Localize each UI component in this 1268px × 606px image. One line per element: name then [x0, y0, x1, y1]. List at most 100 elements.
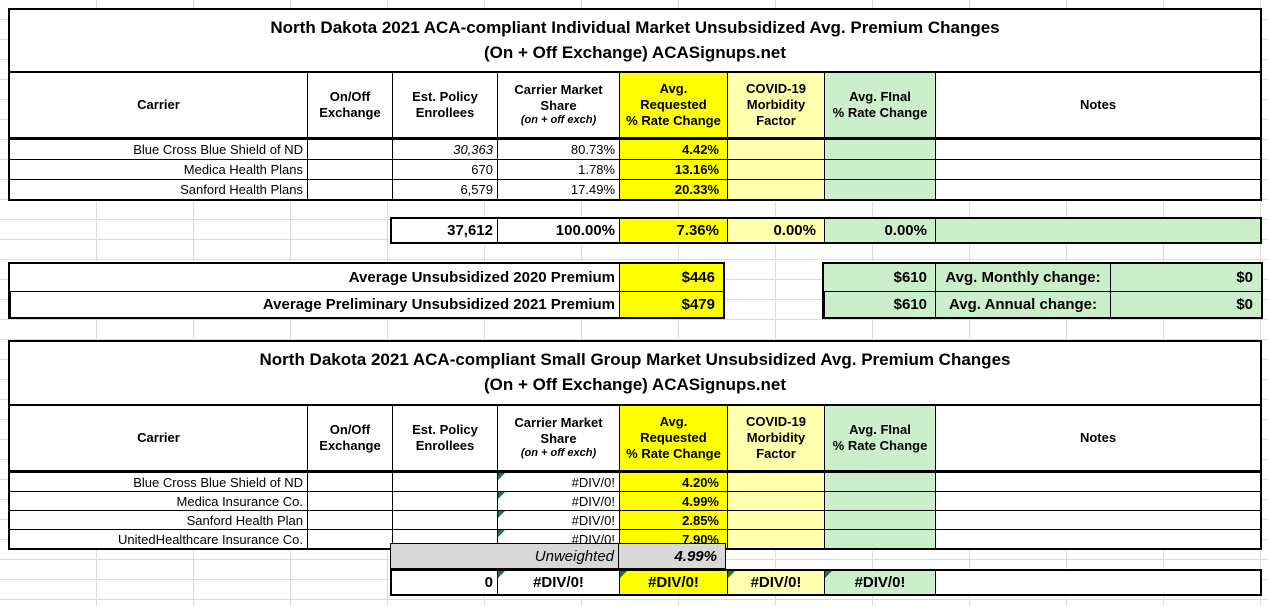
- table-row: Medica Health Plans 670 1.78% 13.16%: [10, 159, 1260, 179]
- covid-cell[interactable]: [727, 491, 824, 510]
- total-covid-cell[interactable]: #DIV/0!: [727, 571, 824, 594]
- exchange-cell[interactable]: [307, 179, 392, 199]
- header-covid[interactable]: COVID-19 Morbidity Factor: [727, 406, 824, 470]
- small-group-title-line2: (On + Off Exchange) ACASignups.net: [483, 375, 787, 394]
- premium-2020-label[interactable]: Average Unsubsidized 2020 Premium: [10, 264, 619, 291]
- header-exchange[interactable]: On/Off Exchange: [307, 73, 392, 137]
- unweighted-label-cell[interactable]: Unweighted: [391, 544, 618, 568]
- final-cell[interactable]: [824, 179, 935, 199]
- total-covid-cell[interactable]: 0.00%: [727, 219, 824, 242]
- share-cell[interactable]: 80.73%: [497, 139, 619, 159]
- carrier-cell[interactable]: Blue Cross Blue Shield of ND: [10, 139, 307, 159]
- share-cell[interactable]: #DIV/0!: [497, 472, 619, 491]
- exchange-cell[interactable]: [307, 491, 392, 510]
- final-cell[interactable]: [824, 472, 935, 491]
- small-group-header-row: Carrier On/Off Exchange Est. Policy Enro…: [10, 406, 1260, 472]
- share-cell[interactable]: #DIV/0!: [497, 510, 619, 529]
- small-group-table-title[interactable]: North Dakota 2021 ACA-compliant Small Gr…: [10, 342, 1260, 406]
- exchange-cell[interactable]: [307, 159, 392, 179]
- covid-cell[interactable]: [727, 179, 824, 199]
- carrier-cell[interactable]: Blue Cross Blue Shield of ND: [10, 472, 307, 491]
- final-cell[interactable]: [824, 491, 935, 510]
- carrier-cell[interactable]: UnitedHealthcare Insurance Co.: [10, 529, 307, 548]
- final-cell[interactable]: [824, 159, 935, 179]
- exchange-cell[interactable]: [307, 472, 392, 491]
- enrollees-cell[interactable]: 670: [392, 159, 497, 179]
- notes-cell[interactable]: [935, 159, 1260, 179]
- exchange-cell[interactable]: [307, 139, 392, 159]
- monthly-change-label[interactable]: Avg. Monthly change:: [935, 264, 1110, 291]
- share-cell[interactable]: 17.49%: [497, 179, 619, 199]
- monthly-premium-value[interactable]: $610: [824, 264, 935, 291]
- individual-table-title[interactable]: North Dakota 2021 ACA-compliant Individu…: [10, 10, 1260, 73]
- header-exchange[interactable]: On/Off Exchange: [307, 406, 392, 470]
- header-final[interactable]: Avg. FInal % Rate Change: [824, 73, 935, 137]
- premium-2020-value[interactable]: $446: [619, 264, 723, 291]
- total-share-cell[interactable]: #DIV/0!: [497, 571, 619, 594]
- requested-cell[interactable]: 20.33%: [619, 179, 727, 199]
- requested-cell[interactable]: 2.85%: [619, 510, 727, 529]
- enrollees-cell[interactable]: [392, 472, 497, 491]
- covid-cell[interactable]: [727, 139, 824, 159]
- premium-2021-value[interactable]: $479: [619, 290, 723, 317]
- annual-change-label[interactable]: Avg. Annual change:: [935, 290, 1110, 317]
- final-cell[interactable]: [824, 139, 935, 159]
- total-share-cell[interactable]: 100.00%: [497, 219, 619, 242]
- header-final[interactable]: Avg. FInal % Rate Change: [824, 406, 935, 470]
- total-requested-cell[interactable]: #DIV/0!: [619, 571, 727, 594]
- enrollees-cell[interactable]: [392, 510, 497, 529]
- total-notes-cell[interactable]: [935, 219, 1260, 242]
- annual-change-value[interactable]: $0: [1110, 290, 1261, 317]
- notes-cell[interactable]: [935, 179, 1260, 199]
- header-enrollees[interactable]: Est. Policy Enrollees: [392, 406, 497, 470]
- covid-cell[interactable]: [727, 529, 824, 548]
- total-enrollees-cell[interactable]: 37,612: [392, 219, 497, 242]
- carrier-cell[interactable]: Medica Health Plans: [10, 159, 307, 179]
- enrollees-cell[interactable]: [392, 491, 497, 510]
- notes-cell[interactable]: [935, 529, 1260, 548]
- enrollees-cell[interactable]: 6,579: [392, 179, 497, 199]
- covid-cell[interactable]: [727, 159, 824, 179]
- requested-cell[interactable]: 4.20%: [619, 472, 727, 491]
- total-final-cell[interactable]: 0.00%: [824, 219, 935, 242]
- notes-cell[interactable]: [935, 139, 1260, 159]
- notes-cell[interactable]: [935, 472, 1260, 491]
- requested-cell[interactable]: 4.99%: [619, 491, 727, 510]
- total-requested-cell[interactable]: 7.36%: [619, 219, 727, 242]
- header-market-share[interactable]: Carrier Market Share (on + off exch): [497, 406, 619, 470]
- header-market-share[interactable]: Carrier Market Share (on + off exch): [497, 73, 619, 137]
- exchange-cell[interactable]: [307, 510, 392, 529]
- notes-cell[interactable]: [935, 491, 1260, 510]
- header-notes[interactable]: Notes: [935, 406, 1260, 470]
- error-flag-icon: [825, 571, 832, 578]
- requested-cell[interactable]: 13.16%: [619, 159, 727, 179]
- annual-premium-value[interactable]: $610: [824, 290, 935, 317]
- requested-cell[interactable]: 4.42%: [619, 139, 727, 159]
- unweighted-value-cell[interactable]: 4.99%: [618, 544, 725, 568]
- carrier-cell[interactable]: Medica Insurance Co.: [10, 491, 307, 510]
- exchange-cell[interactable]: [307, 529, 392, 548]
- header-covid[interactable]: COVID-19 Morbidity Factor: [727, 73, 824, 137]
- carrier-cell[interactable]: Sanford Health Plans: [10, 179, 307, 199]
- final-cell[interactable]: [824, 529, 935, 548]
- carrier-cell[interactable]: Sanford Health Plan: [10, 510, 307, 529]
- notes-cell[interactable]: [935, 510, 1260, 529]
- final-cell[interactable]: [824, 510, 935, 529]
- covid-cell[interactable]: [727, 510, 824, 529]
- header-requested[interactable]: Avg. Requested % Rate Change: [619, 406, 727, 470]
- header-requested[interactable]: Avg. Requested % Rate Change: [619, 73, 727, 137]
- header-carrier[interactable]: Carrier: [10, 73, 307, 137]
- share-cell[interactable]: #DIV/0!: [497, 491, 619, 510]
- monthly-change-value[interactable]: $0: [1110, 264, 1261, 291]
- header-notes[interactable]: Notes: [935, 73, 1260, 137]
- enrollees-cell[interactable]: 30,363: [392, 139, 497, 159]
- share-cell[interactable]: 1.78%: [497, 159, 619, 179]
- header-enrollees[interactable]: Est. Policy Enrollees: [392, 73, 497, 137]
- total-final-cell[interactable]: #DIV/0!: [824, 571, 935, 594]
- header-carrier[interactable]: Carrier: [10, 406, 307, 470]
- premium-2021-label[interactable]: Average Preliminary Unsubsidized 2021 Pr…: [10, 290, 619, 317]
- total-enrollees-cell[interactable]: 0: [392, 571, 497, 594]
- total-notes-cell[interactable]: [935, 571, 1260, 594]
- premium-change-box: $610 Avg. Monthly change: $0 $610 Avg. A…: [822, 262, 1263, 319]
- covid-cell[interactable]: [727, 472, 824, 491]
